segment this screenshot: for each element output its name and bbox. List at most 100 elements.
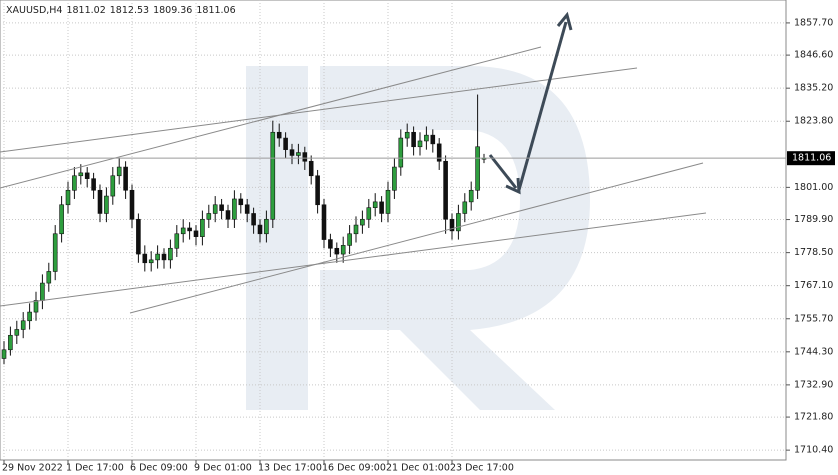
arrow-head — [556, 11, 573, 31]
candle-body — [417, 140, 423, 148]
candles — [1, 94, 487, 365]
candle-body — [372, 201, 378, 208]
x-tick-label: 9 Dec 01:00 — [194, 463, 252, 474]
candle-body — [328, 239, 333, 249]
y-tick-label: 1744.30 — [794, 346, 833, 357]
current-price: 1811.06 — [792, 153, 831, 164]
candle-body — [161, 253, 167, 261]
trend-line — [0, 212, 707, 307]
trend-line — [129, 162, 704, 314]
candle-body — [142, 253, 148, 264]
candle-body — [411, 131, 416, 148]
candle-body — [59, 204, 64, 235]
candle-body — [116, 166, 122, 177]
candle-body — [129, 189, 135, 220]
x-tick-label: 6 Dec 09:00 — [130, 463, 188, 474]
candle-body — [104, 195, 109, 214]
candle-body — [347, 233, 352, 246]
candle-body — [462, 201, 468, 214]
y-tick-label: 1755.70 — [794, 313, 833, 324]
ohlc-open: 1811.02 — [66, 5, 105, 16]
candle-body — [404, 131, 410, 139]
candle-body — [97, 189, 103, 214]
candle-body — [392, 166, 397, 191]
candle-body — [219, 204, 224, 211]
y-tick-label: 1835.20 — [794, 83, 833, 94]
drawings — [0, 46, 707, 314]
candle-body — [366, 207, 372, 220]
ohlc-low: 1809.36 — [153, 5, 192, 16]
candle-body — [14, 329, 20, 336]
candle-body — [78, 172, 84, 177]
candle-body — [334, 247, 340, 255]
candle-body — [46, 271, 52, 284]
x-tick-label: 29 Nov 2022 — [2, 463, 63, 474]
x-tick-label: 21 Dec 01:00 — [386, 463, 450, 474]
candle-body — [308, 160, 314, 177]
candle-body — [430, 134, 436, 145]
y-tick-label: 1767.10 — [794, 280, 833, 291]
candle-body — [27, 311, 32, 322]
candle-body — [91, 178, 96, 191]
x-tick-label: 16 Dec 09:00 — [322, 463, 386, 474]
y-tick-label: 1789.90 — [794, 214, 833, 225]
candle-body — [385, 189, 391, 214]
candle-body — [20, 320, 26, 330]
candle-body — [193, 230, 199, 237]
forecast-arrows — [488, 11, 573, 195]
candle-body — [225, 210, 231, 220]
y-tick-label: 1801.00 — [794, 182, 833, 193]
candle-body — [168, 247, 173, 261]
candle-body — [449, 218, 455, 232]
chart-title: XAUUSD,H4 1811.02 1812.53 1809.36 1811.06 — [6, 5, 236, 16]
candle-body — [264, 218, 269, 235]
ohlc-close: 1811.06 — [196, 5, 235, 16]
candle-body — [468, 189, 474, 203]
candle-body — [475, 146, 480, 191]
candle-body — [8, 334, 13, 351]
y-tick-label: 1732.90 — [794, 379, 833, 390]
candle-body — [136, 218, 141, 255]
candle-body — [289, 149, 295, 156]
candle-body — [302, 152, 308, 162]
candle-body — [33, 300, 39, 313]
candle-body — [251, 213, 256, 226]
trend-line — [0, 46, 542, 189]
candle-body — [110, 175, 116, 197]
candle-body — [270, 131, 276, 220]
candle-body — [232, 198, 237, 220]
candle-body — [52, 233, 58, 272]
candle-body — [180, 227, 186, 235]
candle-body — [212, 204, 218, 214]
candle-body — [187, 227, 192, 232]
candle-body — [148, 259, 154, 264]
x-tick-label: 13 Dec 17:00 — [258, 463, 322, 474]
candle-body — [340, 245, 346, 255]
candle-body — [360, 218, 365, 226]
candle-body — [72, 175, 77, 191]
x-tick-label: 23 Dec 17:00 — [450, 463, 514, 474]
candle-body — [238, 198, 244, 206]
candle-body — [398, 137, 404, 168]
candle-body — [296, 152, 301, 156]
trend-line — [0, 67, 638, 153]
arrow — [488, 154, 518, 189]
candle-body — [321, 204, 327, 240]
y-tick-label: 1823.80 — [794, 116, 833, 127]
y-tick-label: 1721.80 — [794, 412, 833, 423]
symbol: XAUUSD,H4 — [6, 5, 62, 16]
arrow-head — [505, 177, 521, 195]
arrow — [517, 21, 568, 191]
y-tick-label: 1857.70 — [794, 17, 833, 28]
candle-body — [443, 160, 448, 220]
candle-body — [1, 349, 7, 359]
candle-body — [65, 189, 71, 206]
candle-body — [315, 175, 320, 206]
y-tick-label: 1846.60 — [794, 50, 833, 61]
candle-body — [123, 166, 128, 191]
ohlc-high: 1812.53 — [110, 5, 149, 16]
candle-body — [257, 224, 263, 235]
candle-body — [424, 134, 429, 142]
candle-body — [456, 213, 461, 232]
y-tick-label: 1710.40 — [794, 445, 833, 456]
